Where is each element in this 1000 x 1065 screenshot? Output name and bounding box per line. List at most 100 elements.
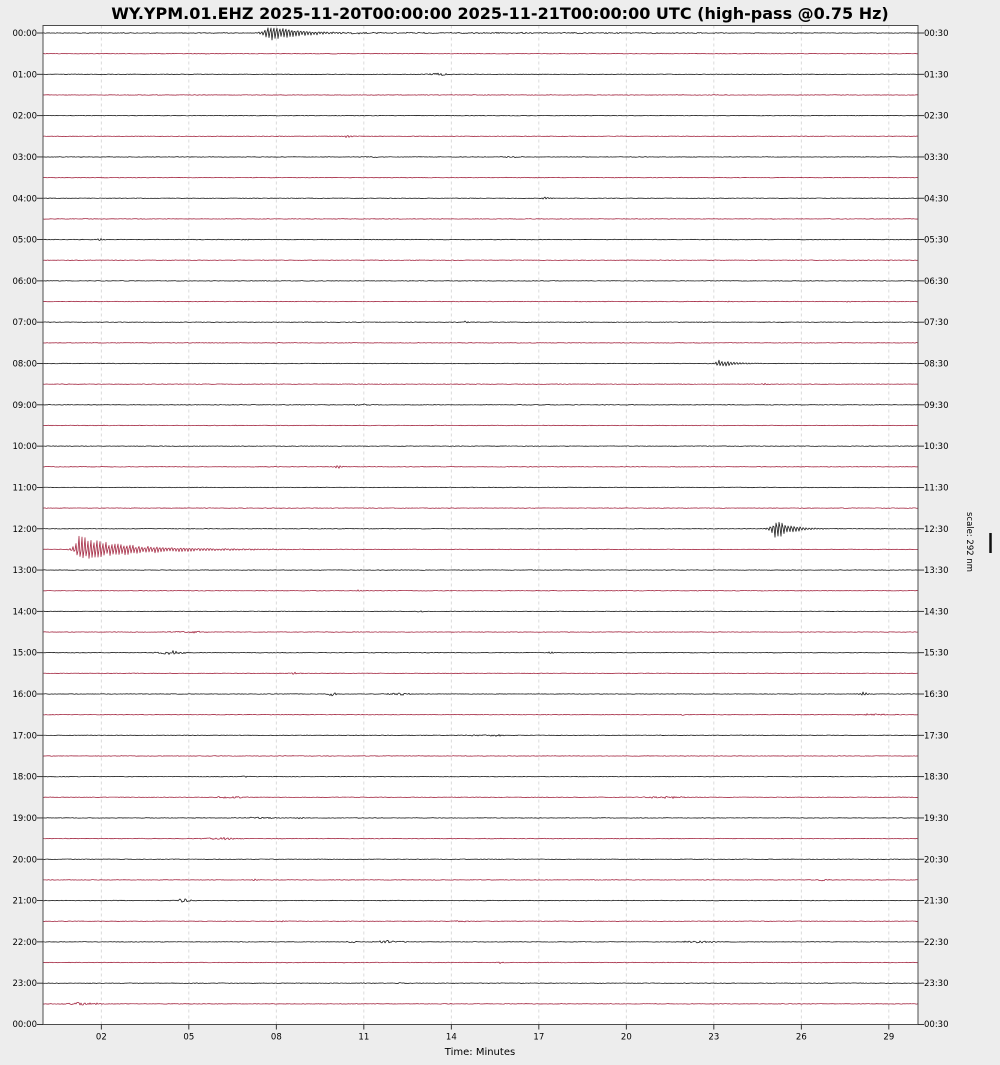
x-axis-tick-label: 14: [446, 1033, 457, 1043]
trace-row: [42, 569, 919, 571]
trace-row: [42, 507, 919, 509]
hour-label-left: 18:00: [13, 773, 38, 783]
hour-label-right: 01:30: [924, 70, 949, 80]
gridlines: [100, 25, 890, 1025]
hour-label-right: 19:30: [924, 814, 949, 824]
trace-row: [42, 816, 919, 820]
trace-row: [42, 52, 919, 55]
trace-row: [42, 114, 919, 117]
hour-label-left: 03:00: [13, 153, 38, 163]
x-axis-tick-label: 26: [796, 1033, 807, 1043]
x-axis-tick-label: 23: [708, 1033, 719, 1043]
plot-frame: [42, 25, 919, 1025]
hour-label-right: 04:30: [924, 194, 949, 204]
trace-row: [42, 713, 919, 716]
x-axis-tick-label: 11: [358, 1033, 369, 1043]
trace-row: [42, 445, 919, 447]
trace-row: [42, 218, 919, 220]
hour-label-left: 15:00: [13, 649, 38, 659]
trace-row: [42, 982, 919, 985]
hour-label-right: 00:30: [924, 29, 949, 39]
x-axis-tick-label: 20: [621, 1033, 632, 1043]
x-axis-tick-label: 17: [533, 1033, 544, 1043]
hour-label-right: 22:30: [924, 938, 949, 948]
trace-row: [43, 755, 919, 757]
hour-label-right: 05:30: [924, 236, 949, 246]
trace-row: [42, 135, 919, 138]
hour-label-right: 14:30: [924, 607, 949, 617]
hour-label-right: 16:30: [924, 690, 949, 700]
x-axis-title: Time: Minutes: [444, 1047, 515, 1058]
hour-label-left: 21:00: [13, 897, 38, 907]
hour-label-left-bottom: 00:00: [13, 1020, 38, 1030]
trace-row: [42, 1001, 919, 1006]
trace-row: [42, 196, 919, 200]
trace-row: [42, 691, 919, 697]
trace-row: [42, 961, 918, 964]
x-axis-tick-label: 02: [96, 1033, 107, 1043]
hour-label-left: 22:00: [13, 938, 38, 948]
trace-row: [42, 940, 919, 944]
trace-row: [42, 465, 919, 469]
hour-label-right: 02:30: [924, 112, 949, 122]
hour-label-left: 11:00: [13, 483, 38, 493]
hour-label-right: 23:30: [924, 979, 949, 989]
trace-row: [42, 238, 919, 241]
hour-label-left: 13:00: [13, 566, 38, 576]
hour-label-right: 13:30: [924, 566, 949, 576]
trace-row: [42, 837, 919, 841]
hour-label-left: 01:00: [13, 70, 38, 80]
x-axis-ticks: [100, 1024, 890, 1030]
trace-row: [42, 775, 919, 778]
trace-row: [42, 359, 918, 367]
trace-row: [42, 94, 919, 96]
hour-label-right: 10:30: [924, 442, 949, 452]
trace-row: [42, 424, 919, 427]
hour-label-left: 12:00: [13, 525, 38, 535]
row-ticks: [37, 32, 924, 1025]
trace-row: [42, 610, 919, 613]
trace-row: [42, 280, 919, 282]
trace-row: [42, 589, 919, 592]
hour-label-right: 15:30: [924, 649, 949, 659]
trace-row: [42, 300, 919, 303]
hour-label-left: 14:00: [13, 607, 38, 617]
hour-label-right: 08:30: [924, 360, 949, 370]
hour-label-left: 20:00: [13, 855, 38, 865]
hour-label-left: 00:00: [13, 29, 38, 39]
hour-label-left: 04:00: [13, 194, 38, 204]
hour-label-left: 02:00: [13, 112, 38, 122]
hour-label-right: 07:30: [924, 318, 949, 328]
trace-row: [42, 403, 919, 406]
x-axis-tick-label: 29: [883, 1033, 894, 1043]
hour-label-left: 05:00: [13, 236, 38, 246]
x-axis-tick-labels: 02 05 08 11 14 17 20 23 26 29: [96, 1033, 894, 1043]
plot-area-background: [43, 25, 918, 1025]
hour-label-left: 10:00: [13, 442, 38, 452]
hour-labels-right: 00:30 01:30 02:30 03:30 04:30 05:30 06:30 07:30…: [924, 29, 949, 989]
trace-row: [42, 176, 919, 179]
hour-label-left: 08:00: [13, 360, 38, 370]
scale-label: scale: 292 nm: [964, 512, 974, 572]
trace-row: [42, 630, 919, 634]
hour-label-left: 09:00: [13, 401, 38, 411]
trace-row: [42, 858, 919, 860]
trace-row: [42, 920, 919, 923]
hour-label-right: 12:30: [924, 525, 949, 535]
trace-row: [43, 671, 919, 675]
trace-row: [42, 382, 919, 386]
hour-label-right: 21:30: [924, 897, 949, 907]
trace-row: [42, 342, 919, 344]
hour-label-left: 16:00: [13, 690, 38, 700]
trace-row: [42, 796, 919, 799]
hour-label-right: 18:30: [924, 773, 949, 783]
hour-label-right: 20:30: [924, 855, 949, 865]
trace-row: [42, 72, 919, 76]
hour-label-right: 17:30: [924, 731, 949, 741]
hour-label-left: 07:00: [13, 318, 38, 328]
trace-lines: [42, 27, 919, 1006]
hour-label-right: 09:30: [924, 401, 949, 411]
trace-row: [42, 259, 919, 261]
